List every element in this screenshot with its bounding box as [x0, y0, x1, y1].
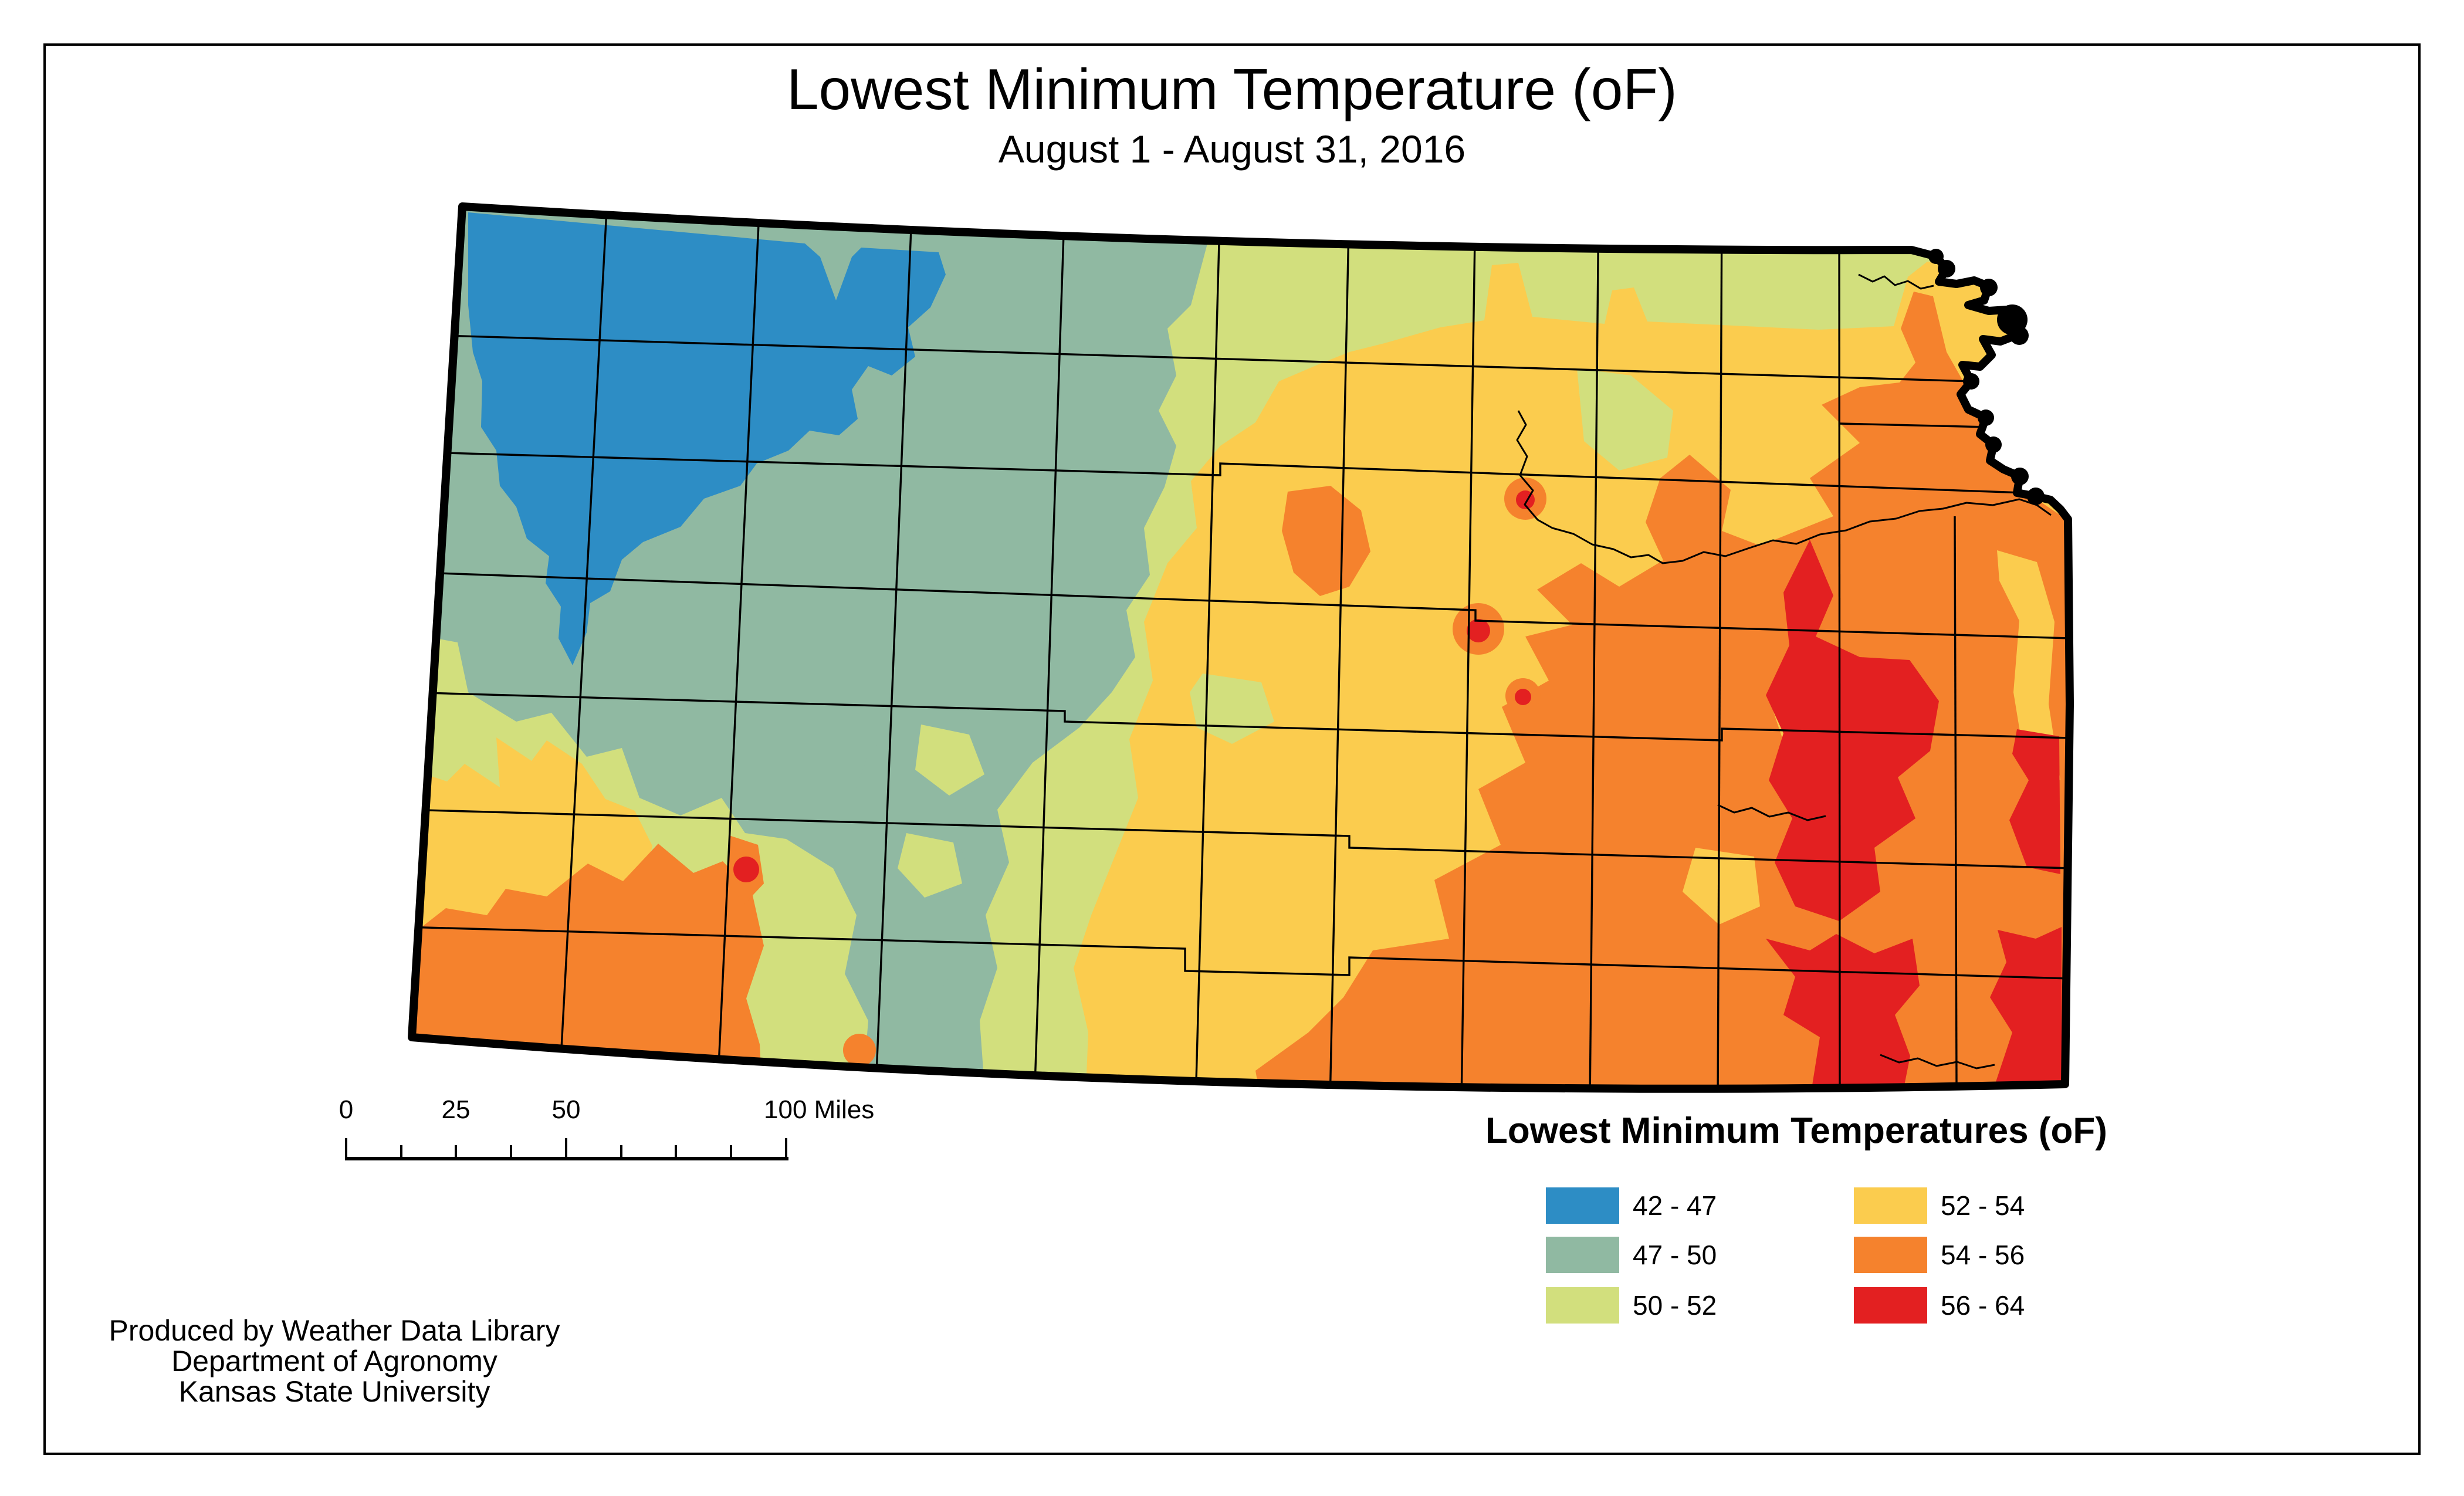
legend-swatch-56-64	[1854, 1287, 1927, 1324]
region-50-52-pocket-river	[1577, 368, 1673, 471]
temperature-regions	[412, 207, 2070, 1089]
scalebar-tick	[455, 1145, 457, 1160]
region-56-64-blob-b	[2009, 729, 2060, 874]
legend-item-54-56: 54 - 56	[1854, 1237, 2206, 1273]
region-54-56-spot-4	[843, 1034, 876, 1067]
scalebar-tick	[510, 1145, 512, 1160]
legend-swatch-54-56	[1854, 1237, 1927, 1273]
legend-swatch-47-50	[1546, 1237, 1619, 1273]
cottonwood-river	[1717, 804, 1826, 821]
scalebar-tick	[345, 1138, 347, 1160]
region-56-64-speck-5	[412, 871, 417, 895]
scalebar-label-25: 25	[441, 1095, 471, 1124]
scalebar-tick	[730, 1145, 732, 1160]
legend-swatch-50-52	[1546, 1287, 1619, 1324]
region-47-50-tongue	[855, 725, 974, 1089]
scalebar-tick	[675, 1145, 677, 1160]
legend-label-47-50: 47 - 50	[1633, 1240, 1717, 1270]
legend-swatch-52-54	[1854, 1187, 1927, 1224]
region-50-52-pocket-b	[898, 833, 962, 898]
legend-label-54-56: 54 - 56	[1941, 1240, 2025, 1270]
legend-item-56-64: 56 - 64	[1854, 1287, 2206, 1324]
region-56-64-blob-a	[1766, 540, 1939, 921]
legend-item-50-52: 50 - 52	[1546, 1287, 1898, 1324]
legend-label-42-47: 42 - 47	[1633, 1190, 1717, 1221]
outer-frame-border	[43, 43, 2421, 1455]
scalebar-tick	[785, 1138, 787, 1160]
region-52-54-pocket-2	[1683, 848, 1760, 925]
region-56-64-speck-3	[1515, 689, 1531, 705]
scalebar-tick	[565, 1138, 567, 1160]
map-subtitle: August 1 - August 31, 2016	[998, 127, 1466, 171]
legend-label-52-54: 52 - 54	[1941, 1190, 2025, 1221]
region-56-64-speck-2	[1467, 619, 1490, 642]
region-56-64-blob-e	[1990, 927, 2062, 1089]
legend-item-47-50: 47 - 50	[1546, 1237, 1898, 1273]
scalebar-label-100-miles: 100 Miles	[764, 1095, 875, 1124]
legend-swatch-42-47	[1546, 1187, 1619, 1224]
rivers	[1516, 273, 2052, 1069]
region-50-52-pocket-a	[915, 725, 984, 796]
legend-title: Lowest Minimum Temperatures (oF)	[1485, 1111, 2107, 1151]
county-boundaries	[412, 207, 2070, 1089]
region-54-56-southwest	[412, 844, 764, 1089]
attribution-line-2: Department of Agronomy	[171, 1345, 497, 1377]
legend-item-52-54: 52 - 54	[1854, 1187, 2206, 1224]
scalebar-tick	[400, 1145, 402, 1160]
region-52-54-pocket-border	[1997, 550, 2060, 780]
map-title: Lowest Minimum Temperature (oF)	[787, 57, 1677, 121]
caney-river	[1880, 1054, 1995, 1069]
attribution-line-1: Produced by Weather Data Library	[109, 1314, 560, 1347]
attribution-line-3: Kansas State University	[178, 1375, 490, 1408]
scalebar-label-50: 50	[551, 1095, 581, 1124]
legend-label-56-64: 56 - 64	[1941, 1290, 2025, 1321]
attribution: Produced by Weather Data Library Departm…	[82, 1315, 587, 1407]
scalebar-label-0: 0	[339, 1095, 354, 1124]
legend-label-50-52: 50 - 52	[1633, 1290, 1717, 1321]
kansas-river	[1516, 410, 2052, 564]
region-56-64-speck-4	[733, 857, 759, 882]
region-54-56-spot-salina	[1282, 486, 1370, 596]
river-border-bumps	[1928, 249, 2045, 505]
legend-item-42-47: 42 - 47	[1546, 1187, 1898, 1224]
state-border	[408, 202, 2074, 1093]
scalebar-tick	[620, 1145, 622, 1160]
wolf-river	[1858, 273, 1934, 290]
region-56-64-blob-d	[1766, 934, 1920, 1089]
